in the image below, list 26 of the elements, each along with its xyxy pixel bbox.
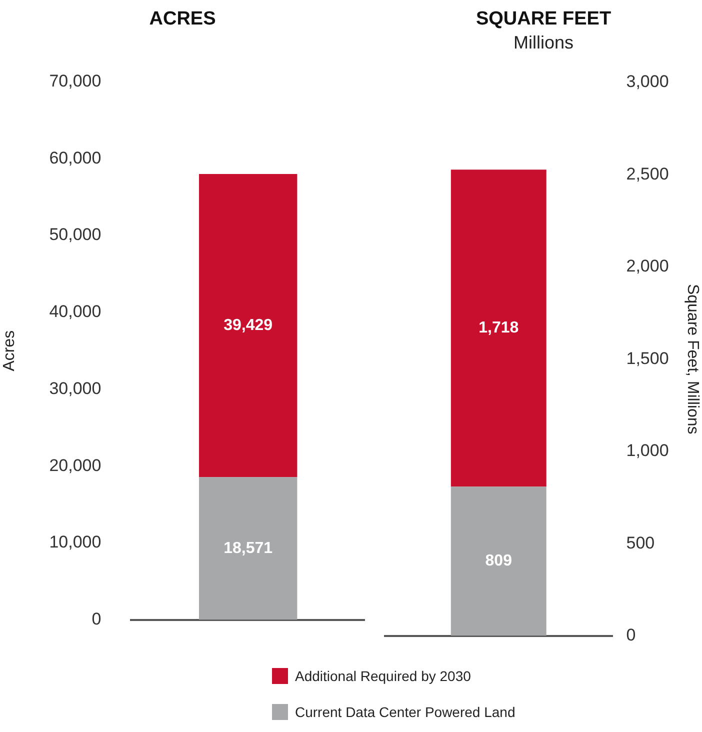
y-tick-label: 70,000 [49,71,102,90]
data-label: 39,429 [224,316,273,334]
data-label: 809 [485,552,512,570]
y-tick-label: 3,000 [626,72,669,92]
legend-label: Additional Required by 2030 [295,668,471,684]
chart-title: SQUARE FEET [476,8,612,30]
y-tick-label: 20,000 [49,456,102,475]
y-tick-label: 40,000 [49,302,102,322]
y-tick-label: 60,000 [49,148,102,168]
legend-label: Current Data Center Powered Land [295,704,516,720]
y-tick-label: 2,500 [626,164,669,184]
y-tick-label: 2,000 [626,256,669,276]
data-label: 1,718 [478,320,519,337]
y-tick-label: 500 [626,533,655,552]
y-axis-title: Square Feet, Millions [684,284,701,434]
y-tick-label: 10,000 [49,532,102,552]
y-tick-label: 50,000 [49,225,102,244]
data-label: 18,571 [224,540,273,557]
y-tick-label: 0 [626,625,636,644]
y-tick-label: 1,000 [626,441,669,460]
y-tick-label: 1,500 [626,348,669,368]
y-axis-title: Acres [1,330,18,372]
y-tick-label: 0 [92,609,102,628]
chart-subtitle: Millions [513,32,574,53]
y-tick-label: 30,000 [49,378,102,398]
chart-title: ACRES [149,8,216,30]
